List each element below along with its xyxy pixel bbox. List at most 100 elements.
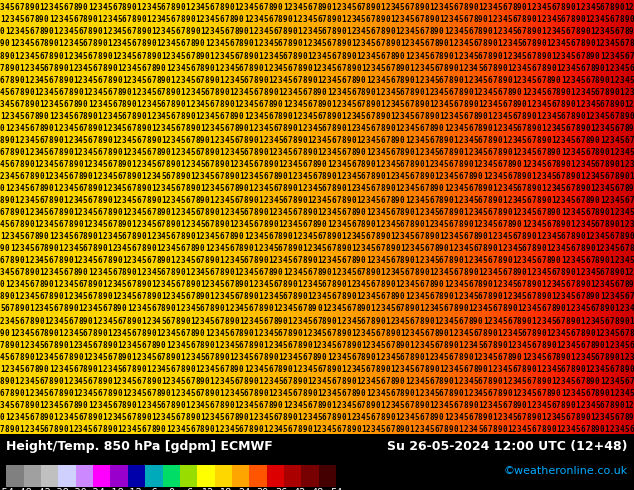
Text: 5: 5	[87, 64, 93, 73]
Text: 1: 1	[117, 425, 122, 434]
Text: 0: 0	[136, 172, 141, 181]
Text: 4: 4	[424, 64, 429, 73]
Text: 0: 0	[380, 317, 385, 325]
Text: 6: 6	[473, 244, 477, 253]
Text: 5: 5	[132, 196, 136, 205]
Text: 1: 1	[473, 220, 477, 229]
Text: 3: 3	[556, 244, 560, 253]
Text: 4: 4	[580, 437, 585, 446]
Text: 1: 1	[98, 365, 102, 374]
Text: 0: 0	[400, 136, 404, 145]
Text: 8: 8	[341, 196, 346, 205]
Text: 4: 4	[234, 148, 239, 157]
Text: 8: 8	[449, 148, 453, 157]
Text: 7: 7	[585, 341, 590, 349]
Text: 8: 8	[458, 353, 463, 362]
Text: 0: 0	[234, 449, 239, 458]
Text: 2: 2	[449, 280, 453, 290]
Text: 6: 6	[244, 208, 249, 217]
Text: 1: 1	[10, 40, 15, 49]
Text: 6: 6	[83, 329, 87, 338]
Text: 4: 4	[375, 341, 380, 349]
Text: 2: 2	[15, 329, 19, 338]
Text: 1: 1	[566, 304, 571, 314]
Text: 8: 8	[595, 389, 600, 398]
Text: 1: 1	[366, 208, 370, 217]
Text: 5: 5	[166, 232, 171, 241]
Text: 0: 0	[585, 413, 590, 422]
Text: 0: 0	[356, 341, 361, 349]
Text: 3: 3	[337, 88, 341, 97]
Text: 6: 6	[185, 51, 190, 60]
Text: 7: 7	[507, 99, 512, 109]
Text: 5: 5	[415, 280, 419, 290]
Text: 9: 9	[141, 124, 146, 133]
Text: 0: 0	[200, 244, 205, 253]
Text: 1: 1	[512, 75, 517, 85]
Text: 0: 0	[590, 40, 595, 49]
Text: 5: 5	[132, 377, 136, 386]
Text: 5: 5	[429, 425, 434, 434]
Text: 4: 4	[136, 256, 141, 265]
Text: 6: 6	[522, 244, 526, 253]
Text: 9: 9	[283, 232, 287, 241]
Text: 2: 2	[5, 112, 10, 121]
Text: 9: 9	[49, 244, 53, 253]
Text: 9: 9	[307, 75, 312, 85]
Text: 0: 0	[341, 124, 346, 133]
Text: 9: 9	[63, 208, 68, 217]
Text: 6: 6	[512, 15, 517, 24]
Text: 3: 3	[351, 112, 356, 121]
Text: 3: 3	[536, 269, 541, 277]
Text: 3: 3	[54, 449, 58, 458]
Text: 5: 5	[39, 64, 44, 73]
Text: 0: 0	[141, 112, 146, 121]
Text: 9: 9	[151, 51, 156, 60]
Text: 1: 1	[341, 112, 346, 121]
Text: 5: 5	[493, 220, 497, 229]
Text: 1: 1	[590, 124, 595, 133]
Text: 2: 2	[58, 413, 63, 422]
Text: 3: 3	[29, 425, 34, 434]
Text: 8: 8	[58, 208, 63, 217]
Text: 4: 4	[380, 256, 385, 265]
Text: 2: 2	[136, 353, 141, 362]
Text: 0: 0	[195, 413, 200, 422]
Text: 9: 9	[605, 437, 609, 446]
Text: 4: 4	[395, 401, 399, 410]
Text: 5: 5	[234, 64, 239, 73]
Text: 2: 2	[273, 208, 278, 217]
Text: 0: 0	[249, 329, 254, 338]
Text: 4: 4	[249, 99, 254, 109]
Text: 8: 8	[195, 51, 200, 60]
Text: 9: 9	[551, 148, 556, 157]
Text: 9: 9	[385, 27, 390, 36]
Text: 7: 7	[83, 27, 87, 36]
Text: 4: 4	[136, 389, 141, 398]
Text: 2: 2	[536, 317, 541, 325]
Text: 8: 8	[54, 64, 58, 73]
Text: 6: 6	[420, 413, 424, 422]
Text: 6: 6	[293, 389, 297, 398]
Text: 8: 8	[259, 304, 263, 314]
Text: 3: 3	[181, 75, 185, 85]
Text: 2: 2	[302, 280, 307, 290]
Text: 8: 8	[610, 3, 614, 12]
Text: 1: 1	[210, 377, 214, 386]
Text: 3: 3	[39, 437, 44, 446]
Text: 5: 5	[453, 172, 458, 181]
Text: 9: 9	[536, 329, 541, 338]
Text: 1: 1	[166, 341, 171, 349]
Text: 9: 9	[234, 112, 239, 121]
Text: 4: 4	[420, 377, 424, 386]
Text: 9: 9	[629, 27, 634, 36]
Text: 3: 3	[605, 40, 609, 49]
Text: 1: 1	[15, 51, 19, 60]
Text: 9: 9	[493, 51, 497, 60]
Text: 4: 4	[600, 365, 604, 374]
Text: 2: 2	[404, 244, 410, 253]
Text: 7: 7	[5, 389, 10, 398]
Text: 7: 7	[112, 220, 117, 229]
Text: 9: 9	[210, 75, 214, 85]
Text: 7: 7	[571, 27, 575, 36]
